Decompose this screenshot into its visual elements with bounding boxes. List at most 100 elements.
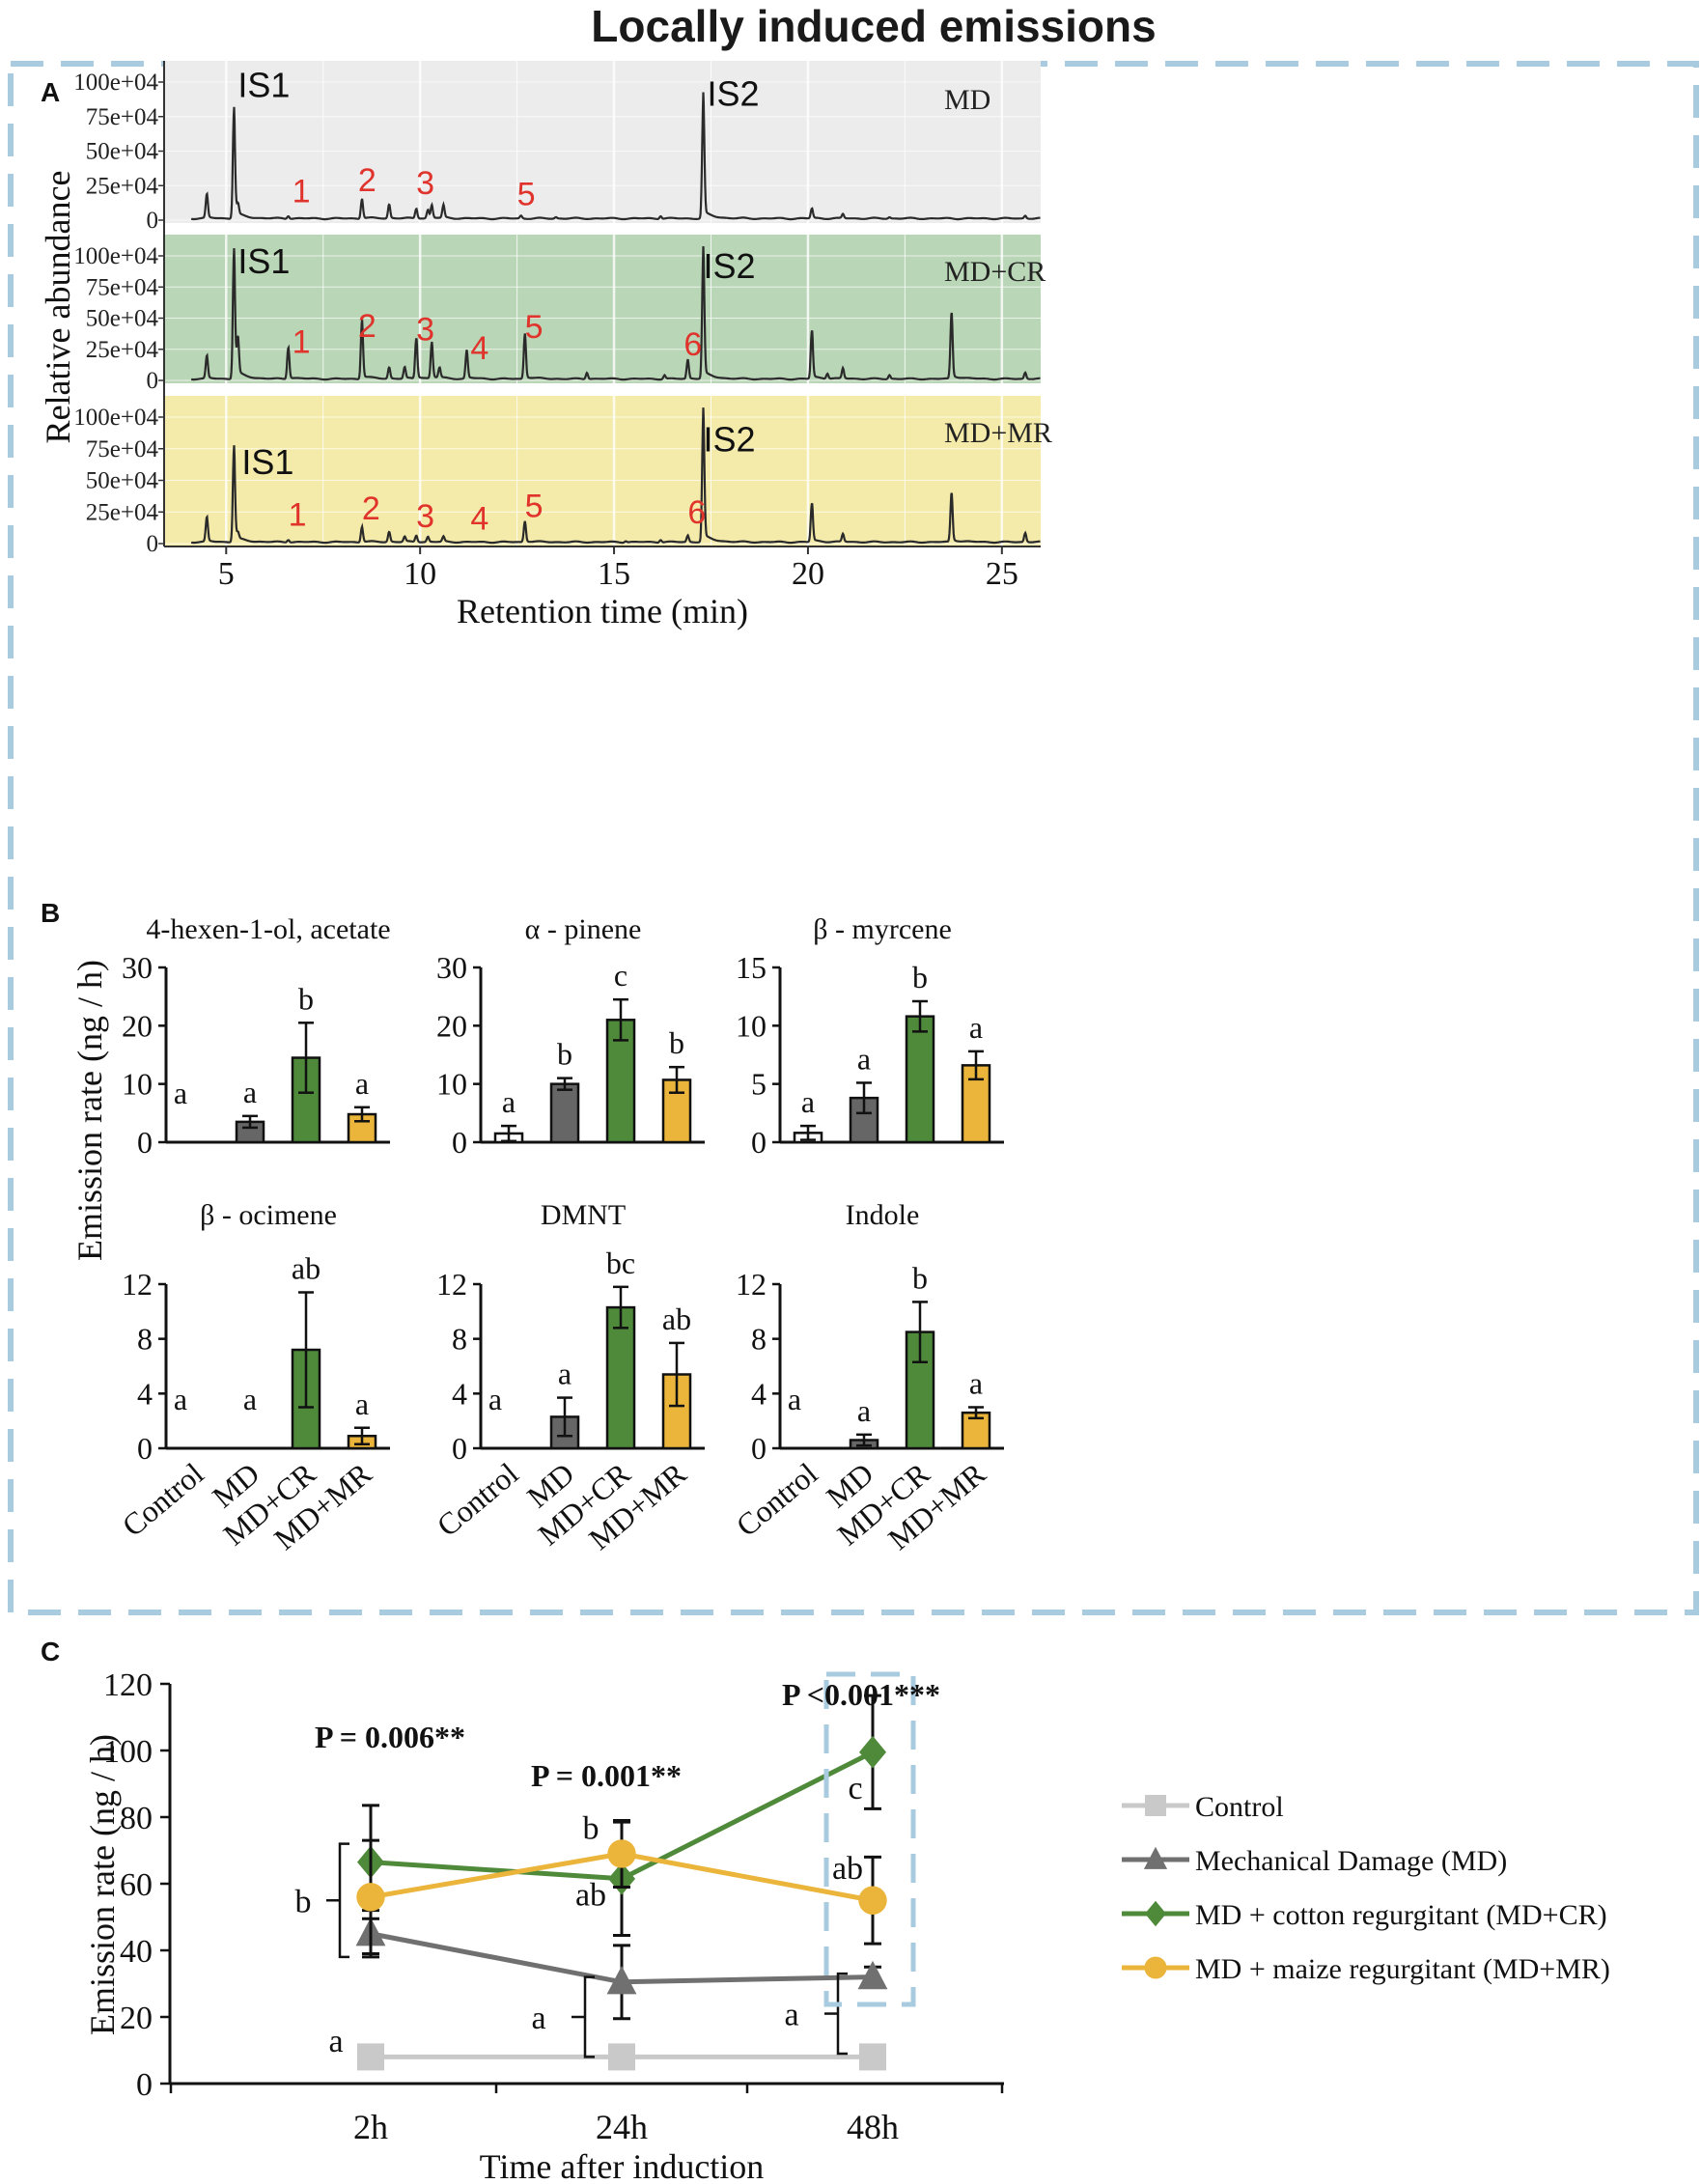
- y-tick-label: 10: [436, 1067, 467, 1102]
- significance-letter: b: [912, 1260, 928, 1295]
- series-3: [356, 1818, 887, 1955]
- y-axis-title: Emission rate (ng / h): [70, 960, 109, 1261]
- p-value-label: P = 0.006**: [315, 1720, 465, 1754]
- p-value-label: P = 0.001**: [531, 1758, 682, 1793]
- chromatogram-md-mr: 100e+04 75e+04 50e+04 25e+04 0 IS1 IS2 1 2 3 4 5 6 MD…: [73, 396, 1052, 557]
- y-tick-label: 50e+04: [86, 306, 159, 332]
- peak-label: IS2: [703, 419, 755, 459]
- peak-label: 1: [289, 497, 307, 534]
- y-tick-label: 5: [751, 1067, 767, 1102]
- chromatogram-trace-md-mr: [190, 407, 1041, 545]
- significance-letter: b: [557, 1037, 572, 1072]
- bar-md-cr: [605, 1305, 636, 1450]
- subplot-title: β - myrcene: [813, 913, 952, 945]
- y-tick-label: 80: [120, 1801, 153, 1836]
- y-axis-title: Relative abundance: [39, 171, 77, 444]
- significance-letter: a: [243, 1382, 257, 1416]
- chromatogram-background: [164, 61, 1041, 223]
- x-axis-title: Time after induction: [480, 2147, 765, 2184]
- peak-label: 3: [416, 498, 434, 535]
- significance-bracket: [338, 1842, 349, 1959]
- y-tick-label: 0: [751, 1125, 767, 1160]
- significance-letter: ab: [662, 1302, 691, 1336]
- peak-label: IS1: [241, 442, 293, 482]
- peak-label: 1: [293, 173, 311, 210]
- data-point: [356, 1883, 385, 1912]
- peak-label: 1: [293, 324, 311, 361]
- y-tick-label: 40: [120, 1934, 153, 1970]
- y-axis-title: Emission rate (ng / h): [83, 1734, 122, 2035]
- y-tick-label: 100e+04: [73, 243, 158, 269]
- x-tick-label: 48h: [847, 2108, 899, 2146]
- y-tick-label: 20: [436, 1008, 467, 1043]
- y-tick-label: 30: [122, 950, 153, 985]
- bar-md-cr: [905, 1015, 935, 1144]
- p-value-label: P <0.001***: [782, 1677, 940, 1712]
- chromatogram-md-cr: 100e+04 75e+04 50e+04 25e+04 0 IS1 IS2 1 2 345 6 MD…: [73, 235, 1046, 394]
- legend-label: MD + cotton regurgitant (MD+CR): [1195, 1899, 1607, 1931]
- y-tick-label: 8: [452, 1322, 467, 1357]
- significance-letter: a: [328, 2024, 343, 2059]
- peak-label: 4: [470, 501, 488, 538]
- significance-letter: a: [801, 1084, 815, 1119]
- data-point: [357, 2043, 384, 2071]
- y-tick-label: 25e+04: [86, 173, 159, 199]
- legend-item-1: Mechanical Damage (MD): [1122, 1845, 1507, 1877]
- subplot-title: β - ocimene: [200, 1199, 337, 1231]
- legend-marker: [1145, 1795, 1166, 1816]
- significance-letter: a: [969, 1010, 983, 1045]
- peak-label: 6: [687, 494, 706, 531]
- treatment-label-md-mr: MD+MR: [944, 417, 1052, 449]
- data-point: [608, 2043, 635, 2071]
- significance-letter: a: [243, 1075, 257, 1109]
- y-tick-label: 0: [147, 368, 159, 394]
- peak-label: 3: [416, 165, 434, 202]
- series-1: [355, 1909, 888, 2021]
- treatment-label-md-cr: MD+CR: [944, 256, 1046, 288]
- data-point: [859, 2043, 886, 2071]
- significance-letter: a: [784, 1998, 798, 2033]
- y-tick-label: 8: [137, 1322, 153, 1357]
- legend-marker: [1144, 1956, 1167, 1979]
- y-tick-label: 75e+04: [86, 104, 159, 130]
- panel-label-a: A: [41, 77, 60, 107]
- y-tick-label: 0: [137, 1125, 153, 1160]
- peak-label: 3: [416, 312, 434, 349]
- peak-label: 2: [358, 308, 376, 345]
- series-0: [357, 2043, 886, 2071]
- significance-letter: b: [583, 1810, 600, 1846]
- significance-letter: a: [531, 2001, 545, 2036]
- data-point: [607, 1839, 636, 1868]
- data-point: [859, 1735, 886, 1769]
- category-label: Control: [430, 1456, 524, 1544]
- peak-label: 5: [517, 176, 536, 212]
- y-tick-label: 0: [147, 208, 159, 234]
- bar-chart-2: β - myrcene 0 5 10 15 a a b a: [736, 913, 1004, 1160]
- subplot-title: α - pinene: [525, 913, 642, 945]
- highlight-48h-box: [823, 1671, 916, 2007]
- figure-title: Locally induced emissions: [591, 1, 1156, 51]
- subplot-title: Indole: [846, 1199, 920, 1231]
- bar-md: [549, 1082, 580, 1144]
- y-tick-label: 10: [736, 1008, 767, 1043]
- legend-item-0: Control: [1122, 1791, 1284, 1823]
- panel-c: C 0 20 40 60 80 100 120 2h 24h 48h Time after indu…: [41, 1637, 1610, 2184]
- y-tick-label: 20: [122, 1008, 153, 1043]
- significance-letter: ab: [832, 1851, 863, 1887]
- chromatogram-background: [164, 235, 1041, 383]
- y-tick-label: 50e+04: [86, 468, 159, 494]
- y-tick-label: 12: [736, 1267, 767, 1302]
- data-point: [606, 1965, 637, 1995]
- y-tick-label: 10: [122, 1067, 153, 1102]
- significance-letter: a: [502, 1084, 516, 1119]
- significance-letter: a: [788, 1382, 801, 1416]
- y-tick-label: 100e+04: [73, 70, 158, 96]
- treatment-label-md: MD: [944, 84, 990, 116]
- peak-label: 4: [470, 330, 488, 367]
- subplot-title: DMNT: [541, 1199, 626, 1231]
- x-tick-label: 25: [986, 556, 1018, 592]
- y-tick-label: 12: [436, 1267, 467, 1302]
